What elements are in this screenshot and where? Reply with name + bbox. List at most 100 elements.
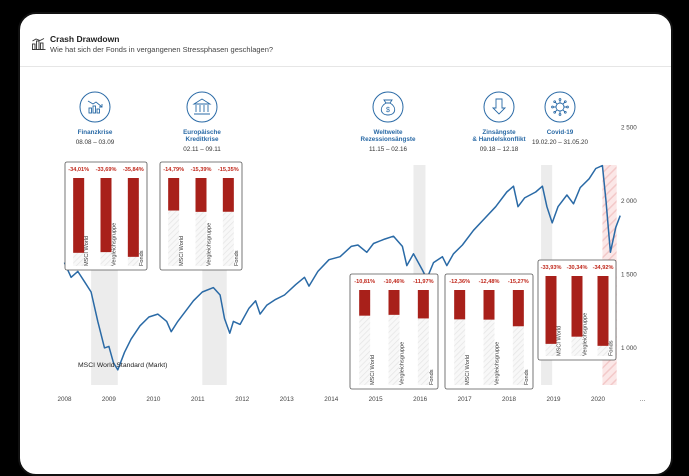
event-name: Covid-19 [547,129,574,136]
x-tick-label: 2009 [102,396,117,403]
x-tick-label: 2014 [324,396,339,403]
event-name: Weltweite [374,129,403,136]
drawdown-bar-label: MSCI World [84,236,90,266]
drawdown-bar-label: Fonds [139,250,145,266]
drawdown-pct-label: -35,84% [123,167,144,173]
event-icon-circle [372,91,404,123]
event-name: Finanzkrise [78,129,113,136]
drawdown-bar [222,178,234,212]
x-tick-label: 2019 [547,396,562,403]
drawdown-pct-label: -33,69% [96,167,117,173]
market-series-label: MSCI World Standard (Markt) [78,362,167,369]
drawdown-bar-label: MSCI World [370,355,376,385]
drawdown-bar-label: MSCI World [179,236,185,266]
drawdown-bar [73,178,85,253]
drawdown-boxes: -34,01% MSCI World -33,69% Vergleichsgruppe… [64,161,617,390]
drawdown-pct-label: -15,39% [191,167,212,173]
drawdown-box-4: -33,93% MSCI World -30,34% Vergleichsgruppe… [537,259,617,361]
drawdown-bar [168,178,180,211]
event-0: Finanzkrise 08.08 – 03.09 [76,91,115,146]
drawdown-box-2: -10,81% MSCI World -10,46% Vergleichsgruppe… [349,273,439,390]
x-tick-label: 2015 [369,396,384,403]
drawdown-bar-label: Vergleichsgruppe [207,223,213,266]
x-axis-ticks: 2008 2009 2010 2011 2012 2013 2014 2015 2016 2017… [57,396,645,403]
drawdown-bar-label: MSCI World [557,326,563,356]
drawdown-bar [100,178,112,253]
event-name: Europäische [183,129,221,136]
card-title: Crash Drawdown [50,34,120,44]
money-bag-icon: $ [380,99,396,116]
y-axis-ticks: 2 500 2 000 1 500 1 000 [621,124,637,352]
drawdown-bar-label: Vergleichsgruppe [400,342,406,385]
drawdown-bar-label: MSCI World [465,355,471,385]
market-line [63,164,621,371]
drawdown-pct-label: -11,97% [413,279,434,285]
event-dates: 09.18 – 12.18 [480,146,519,153]
drawdown-bar-track [512,290,524,385]
event-dates: 08.08 – 03.09 [76,139,115,146]
card-header: Crash Drawdown Wie hat sich der Fonds in… [20,14,671,67]
x-tick-label: … [639,396,645,403]
y-tick-label: 1 000 [621,345,637,352]
event-icon-circle [483,91,515,123]
drawdown-bar [388,290,400,315]
event-icon-circle [544,91,576,123]
drawdown-pct-label: -10,46% [384,279,405,285]
market-series-line [63,164,621,371]
drawdown-card: Crash Drawdown Wie hat sich der Fonds in… [18,12,673,476]
x-tick-label: 2013 [280,396,295,403]
drawdown-bar [359,290,371,316]
drawdown-bar [483,290,495,320]
arrow-down-icon [491,98,507,115]
drawdown-bar-track [168,178,180,266]
drawdown-pct-label: -34,01% [68,167,89,173]
bank-icon [192,98,212,115]
event-markers: Finanzkrise 08.08 – 03.09 EuropäischeKredi… [76,91,589,153]
drawdown-chart: 2 500 2 000 1 500 1 000 Finanzkrise 08.08 – … [57,91,646,403]
drawdown-pct-label: -12,48% [479,279,500,285]
drawdown-bar-label: Fonds [609,340,615,356]
drawdown-bar-track [388,290,400,385]
event-icon-circle [79,91,111,123]
x-tick-label: 2020 [591,396,606,403]
bar-chart-icon [32,38,46,50]
drawdown-bar [545,276,557,344]
drawdown-bar-track [222,178,234,266]
drawdown-bar [512,290,524,327]
event-3: Zinsängste& Handelskonflikt 09.18 – 12.18 [472,91,526,153]
x-tick-label: 2011 [191,396,205,403]
event-4: Covid-19 19.02.20 – 31.05.20 [532,91,589,146]
drawdown-pct-label: -33,93% [541,265,562,271]
drawdown-bar-label: Vergleichsgruppe [495,342,501,385]
drawdown-box-1: -14,79% MSCI World -15,39% Vergleichsgruppe… [159,161,243,271]
drawdown-bar [127,178,139,257]
x-tick-label: 2017 [458,396,473,403]
event-name: Kreditkrise [186,136,219,143]
event-dates: 02.11 – 09.11 [183,146,221,153]
event-name: & Handelskonflikt [472,136,526,143]
event-name: Zinsängste [482,129,516,136]
x-tick-label: 2008 [57,396,72,403]
drawdown-box-0: -34,01% MSCI World -33,69% Vergleichsgruppe… [64,161,148,271]
event-name: Rezessionsängste [361,136,416,143]
drawdown-pct-label: -15,35% [218,167,239,173]
drawdown-bar-track [454,290,466,385]
drawdown-bar-label: Vergleichsgruppe [583,313,589,356]
drawdown-pct-label: -14,79% [163,167,184,173]
drawdown-pct-label: -34,92% [593,265,614,271]
drawdown-bar-label: Vergleichsgruppe [112,223,118,266]
drawdown-bar-track [359,290,371,385]
chart-down-icon [87,100,103,114]
drawdown-bar-track [483,290,495,385]
drawdown-bar [597,276,609,346]
y-tick-label: 2 500 [621,124,637,131]
drawdown-bar [417,290,429,319]
x-tick-label: 2018 [502,396,517,403]
drawdown-pct-label: -15,27% [508,279,529,285]
drawdown-bar-label: Fonds [234,250,240,266]
x-tick-label: 2010 [146,396,161,403]
drawdown-bar-label: Fonds [524,369,530,385]
drawdown-pct-label: -30,34% [567,265,588,271]
